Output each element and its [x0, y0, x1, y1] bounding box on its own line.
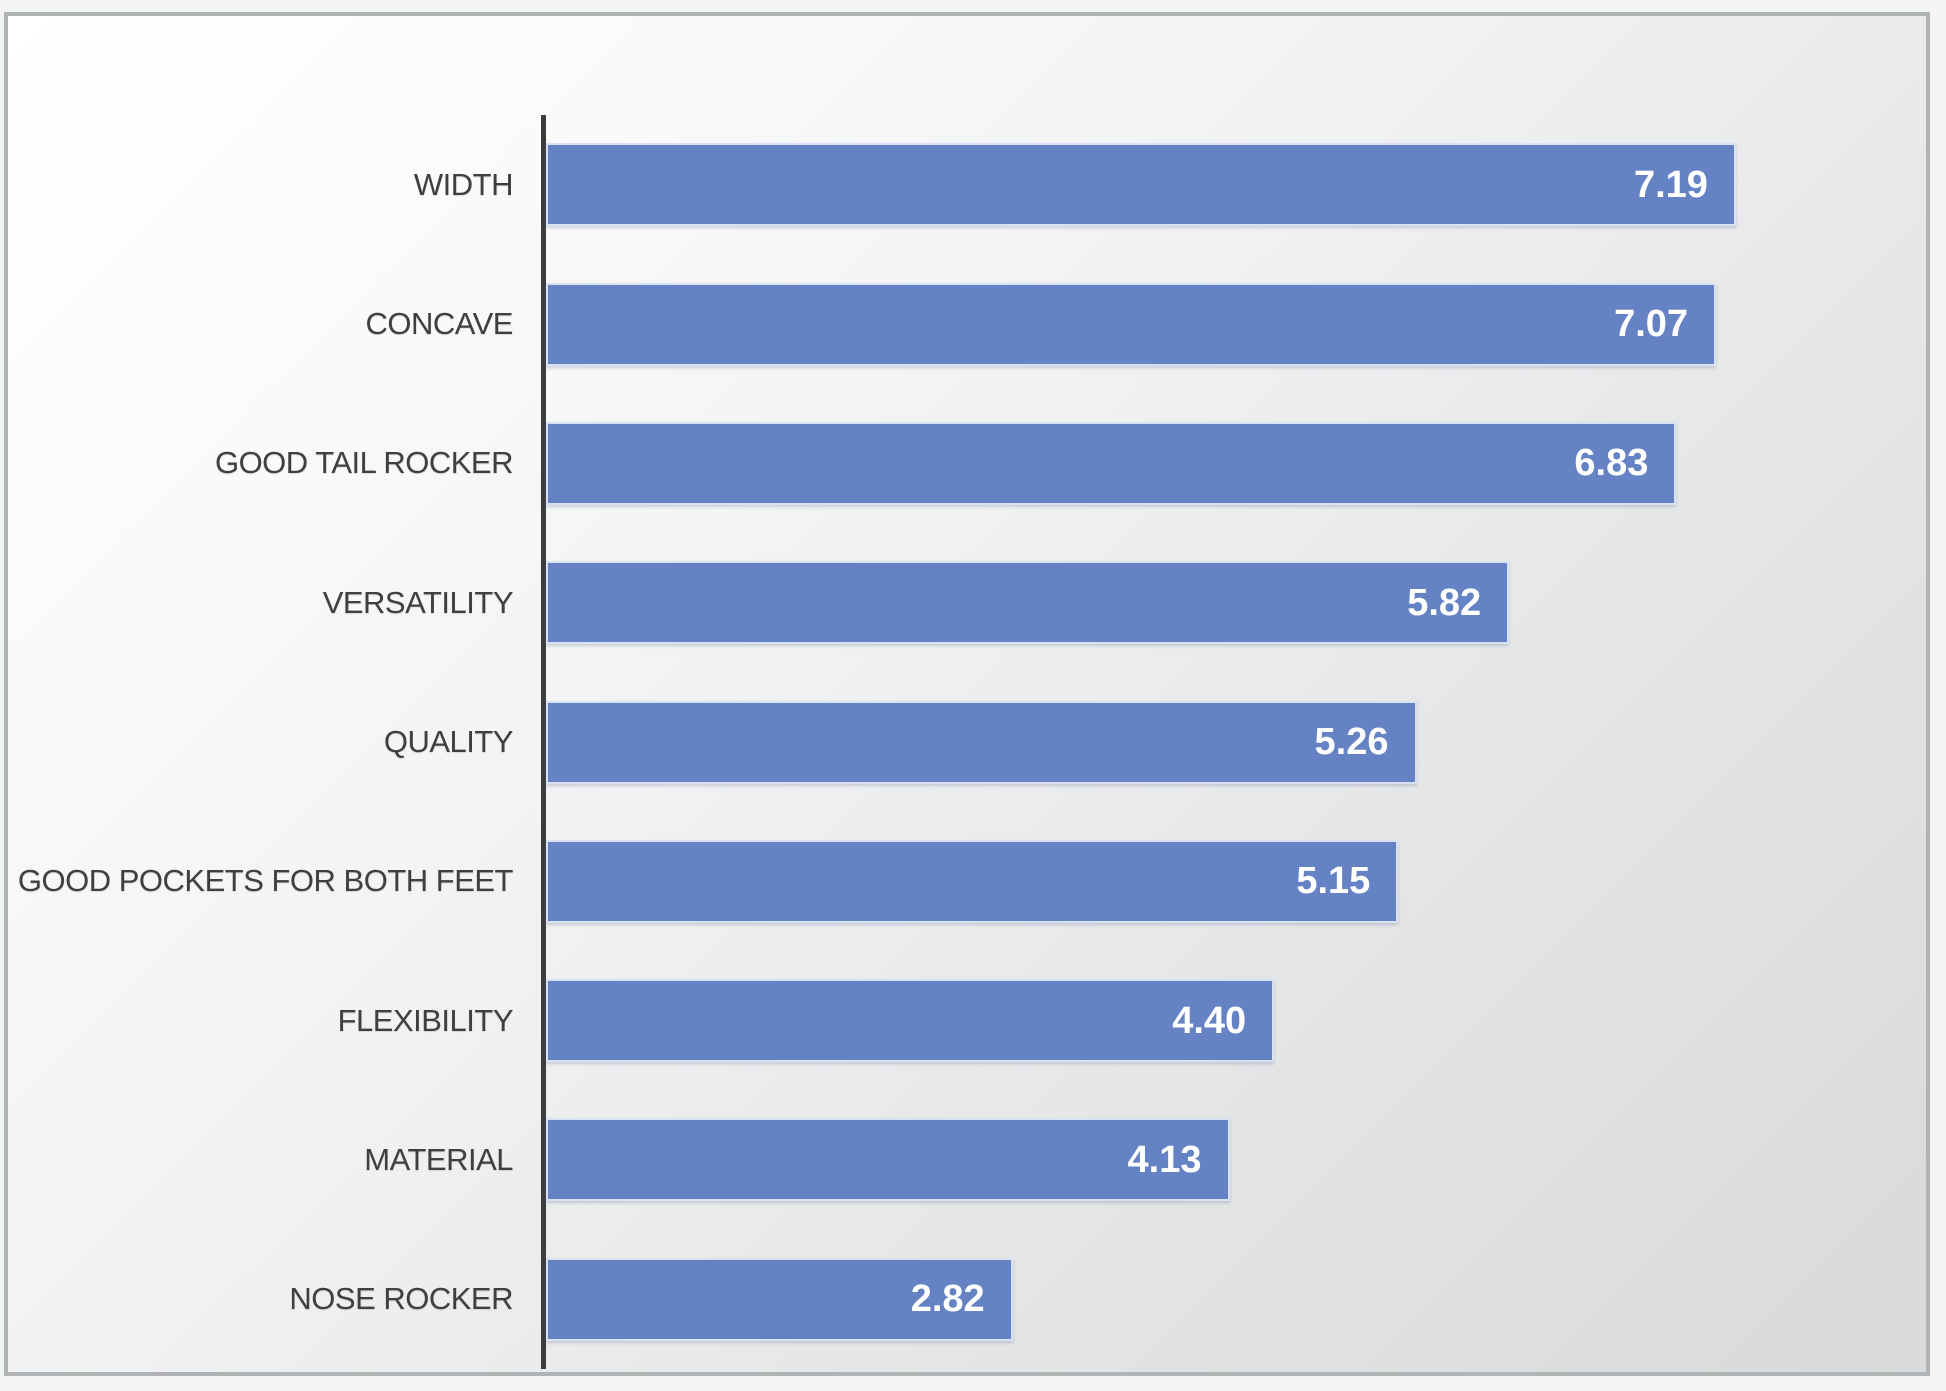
value-label: 7.07	[1614, 303, 1689, 346]
category-label: FLEXIBILITY	[337, 1002, 514, 1038]
bar-row: CONCAVE 7.07	[0, 254, 1946, 393]
bar-row: WIDTH 7.19	[0, 115, 1946, 254]
bar: 5.26	[546, 700, 1417, 784]
bar-row: VERSATILITY 5.82	[0, 533, 1946, 672]
value-label: 4.13	[1127, 1138, 1202, 1181]
category-label: GOOD TAIL ROCKER	[214, 445, 514, 481]
bar-row: NOSE ROCKER 2.82	[0, 1230, 1946, 1369]
y-axis-line	[541, 115, 546, 1369]
bar-rows: WIDTH 7.19 CONCAVE 7.07 GOOD TAIL ROCKER 6.83…	[0, 115, 1946, 1369]
bar-row: QUALITY 5.26	[0, 672, 1946, 811]
category-label: WIDTH	[413, 166, 514, 202]
category-label: NOSE ROCKER	[289, 1281, 513, 1317]
bar: 5.15	[546, 839, 1399, 923]
bar: 6.83	[546, 421, 1677, 505]
bar-row: MATERIAL 4.13	[0, 1090, 1946, 1229]
value-label: 2.82	[910, 1278, 985, 1321]
bar: 7.19	[546, 143, 1736, 227]
category-label: GOOD POCKETS FOR BOTH FEET	[17, 863, 514, 899]
bar: 7.07	[546, 282, 1717, 366]
value-label: 7.19	[1633, 163, 1708, 206]
value-label: 6.83	[1574, 442, 1649, 485]
bar-row: GOOD TAIL ROCKER 6.83	[0, 394, 1946, 533]
bar: 4.13	[546, 1118, 1230, 1202]
value-label: 5.26	[1314, 721, 1389, 763]
value-label: 5.82	[1407, 581, 1482, 624]
category-label: VERSATILITY	[322, 584, 514, 620]
bar-row: GOOD POCKETS FOR BOTH FEET 5.15	[0, 812, 1946, 951]
bar: 4.40	[546, 979, 1275, 1063]
category-label: MATERIAL	[364, 1141, 513, 1177]
value-label: 5.15	[1296, 860, 1371, 903]
category-label: QUALITY	[383, 723, 514, 759]
value-label: 4.40	[1172, 999, 1247, 1042]
bar: 5.82	[546, 561, 1510, 645]
bar: 2.82	[546, 1257, 1013, 1341]
category-label: CONCAVE	[365, 305, 513, 341]
bar-row: FLEXIBILITY 4.40	[0, 951, 1946, 1090]
